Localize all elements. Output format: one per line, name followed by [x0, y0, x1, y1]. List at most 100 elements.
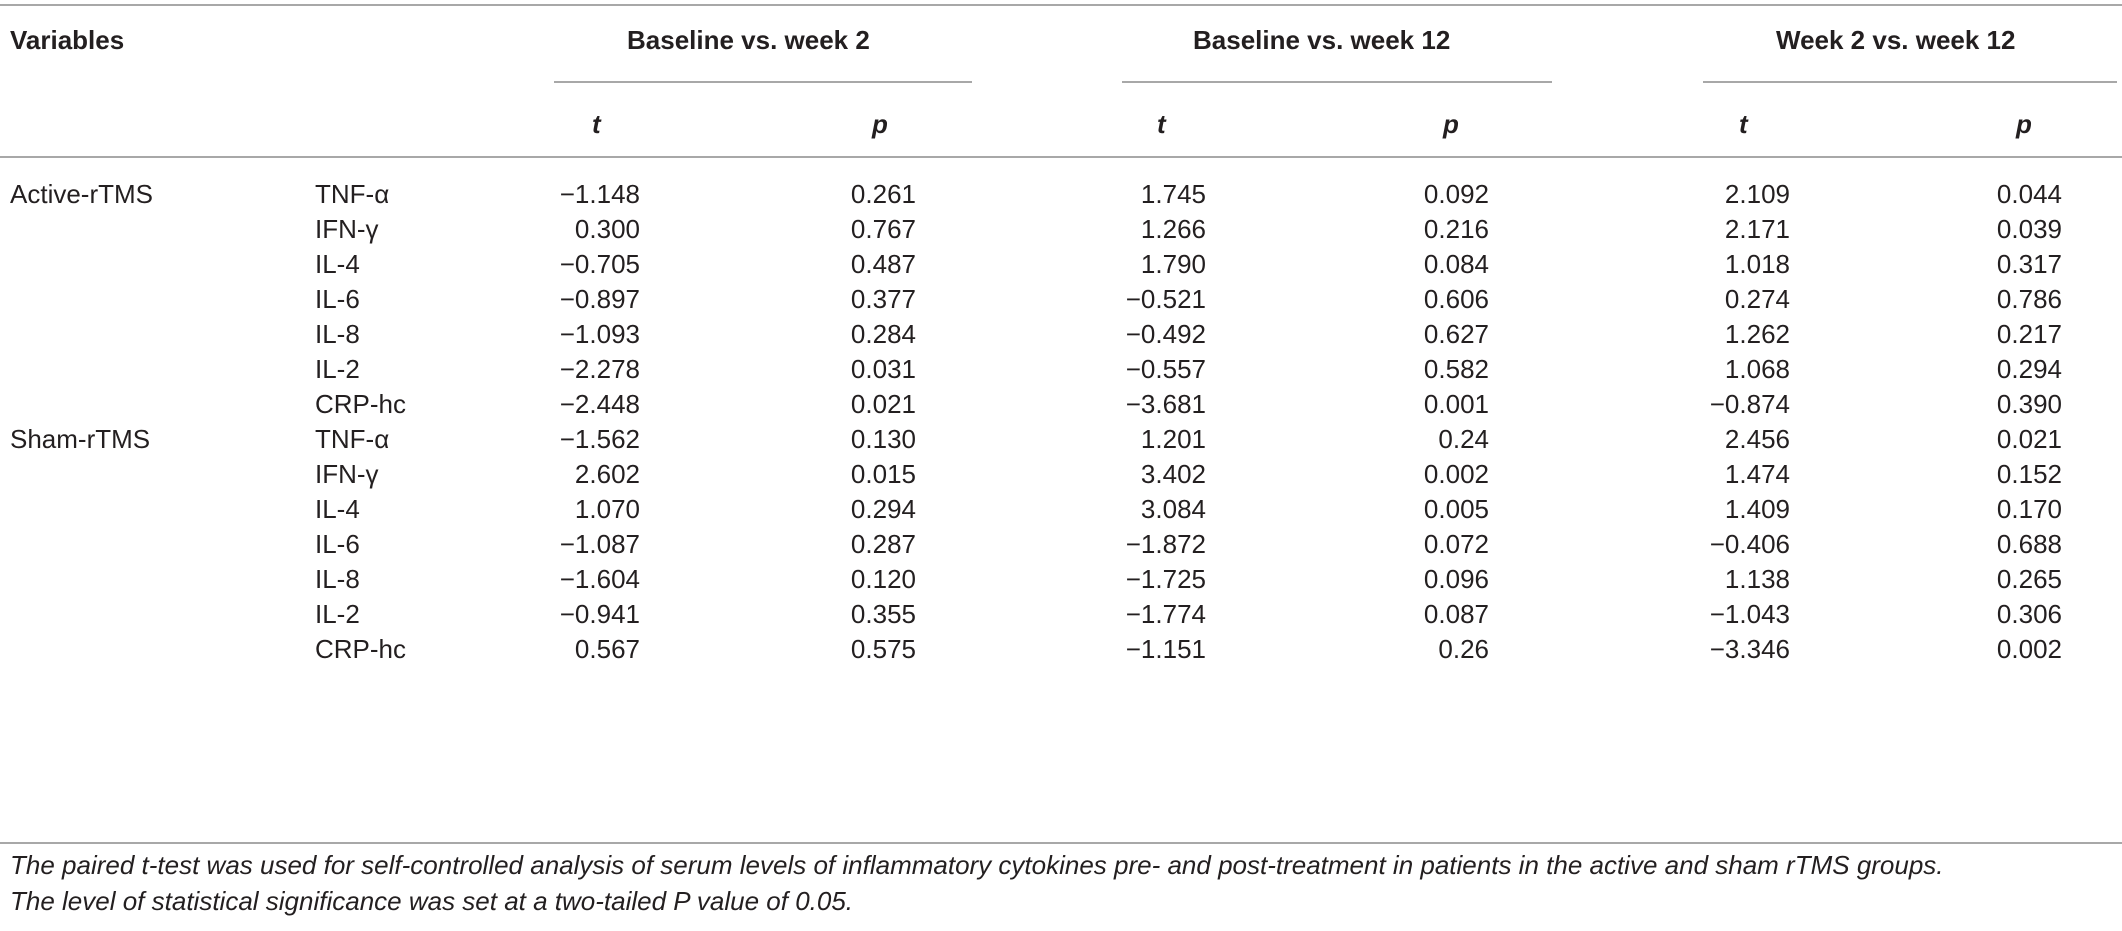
- cell-t-baseline-week2: −2.448: [559, 389, 640, 419]
- cell-p-baseline-week2: 0.015: [850, 459, 916, 489]
- cell-t-week2-week12: 2.171: [1724, 214, 1790, 244]
- cell-p-baseline-week2: 0.355: [850, 599, 916, 629]
- cell-p-week2-week12: 0.170: [1996, 494, 2062, 524]
- cell-t-baseline-week12: 1.201: [1140, 424, 1206, 454]
- cell-p-baseline-week12: 0.24: [1438, 424, 1489, 454]
- cell-t-week2-week12: 1.262: [1724, 319, 1790, 349]
- cell-p-baseline-week12: 0.005: [1423, 494, 1489, 524]
- cell-t-baseline-week2: 1.070: [574, 494, 640, 524]
- cell-p-baseline-week12: 0.096: [1423, 564, 1489, 594]
- group-rule-3: [1703, 81, 2117, 83]
- cell-p-baseline-week12: 0.072: [1423, 529, 1489, 559]
- variable-label: IL-2: [315, 599, 360, 629]
- cell-t-week2-week12: −0.406: [1709, 529, 1790, 559]
- cell-p-baseline-week12: 0.001: [1423, 389, 1489, 419]
- cell-p-baseline-week2: 0.377: [850, 284, 916, 314]
- cell-p-baseline-week12: 0.002: [1423, 459, 1489, 489]
- cell-p-week2-week12: 0.294: [1996, 354, 2062, 384]
- footnote-line-1: The paired t-test was used for self-cont…: [10, 850, 1944, 880]
- cell-p-week2-week12: 0.317: [1996, 249, 2062, 279]
- cell-t-baseline-week12: 3.084: [1140, 494, 1206, 524]
- footnote-line-2: The level of statistical significance wa…: [10, 886, 854, 916]
- variable-label: IL-6: [315, 284, 360, 314]
- cell-p-baseline-week12: 0.216: [1423, 214, 1489, 244]
- cell-t-baseline-week12: 3.402: [1140, 459, 1206, 489]
- cell-t-baseline-week2: −1.604: [559, 564, 640, 594]
- cell-t-week2-week12: 1.068: [1724, 354, 1790, 384]
- cell-t-baseline-week12: −1.725: [1125, 564, 1206, 594]
- cell-t-baseline-week2: −0.897: [559, 284, 640, 314]
- group-label: Sham-rTMS: [10, 424, 151, 454]
- cell-p-week2-week12: 0.265: [1996, 564, 2062, 594]
- group-label: Active-rTMS: [10, 179, 153, 209]
- group-rule-1: [554, 81, 972, 83]
- cell-p-baseline-week12: 0.627: [1423, 319, 1489, 349]
- cell-t-baseline-week12: −0.492: [1125, 319, 1206, 349]
- group-rule-2: [1122, 81, 1552, 83]
- cell-t-baseline-week2: 2.602: [574, 459, 640, 489]
- t-header-2: t: [1157, 109, 1166, 139]
- cell-p-week2-week12: 0.688: [1996, 529, 2062, 559]
- cell-t-baseline-week12: 1.790: [1140, 249, 1206, 279]
- cell-p-baseline-week2: 0.261: [850, 179, 916, 209]
- variable-label: IL-6: [315, 529, 360, 559]
- cell-p-baseline-week2: 0.031: [850, 354, 916, 384]
- cell-p-baseline-week12: 0.582: [1423, 354, 1489, 384]
- cell-t-week2-week12: 2.109: [1724, 179, 1790, 209]
- variable-label: IL-2: [315, 354, 360, 384]
- p-header-3: p: [2016, 109, 2032, 139]
- cell-t-week2-week12: 1.409: [1724, 494, 1790, 524]
- cell-t-baseline-week2: −0.705: [559, 249, 640, 279]
- cell-p-baseline-week12: 0.606: [1423, 284, 1489, 314]
- cell-p-week2-week12: 0.039: [1996, 214, 2062, 244]
- cell-p-baseline-week2: 0.021: [850, 389, 916, 419]
- cell-p-week2-week12: 0.390: [1996, 389, 2062, 419]
- cell-p-baseline-week2: 0.487: [850, 249, 916, 279]
- cell-t-baseline-week12: −3.681: [1125, 389, 1206, 419]
- cell-p-week2-week12: 0.786: [1996, 284, 2062, 314]
- cell-p-week2-week12: 0.044: [1996, 179, 2062, 209]
- variable-label: IL-8: [315, 319, 360, 349]
- cell-t-baseline-week2: 0.567: [574, 634, 640, 664]
- cell-p-week2-week12: 0.021: [1996, 424, 2062, 454]
- cell-p-baseline-week12: 0.087: [1423, 599, 1489, 629]
- cell-t-week2-week12: 1.474: [1724, 459, 1790, 489]
- cell-p-week2-week12: 0.152: [1996, 459, 2062, 489]
- p-header-1: p: [872, 109, 888, 139]
- cell-t-baseline-week2: −1.093: [559, 319, 640, 349]
- cell-t-baseline-week12: 1.745: [1140, 179, 1206, 209]
- p-header-2: p: [1443, 109, 1459, 139]
- variable-label: TNF-α: [315, 424, 390, 454]
- cell-t-baseline-week2: −1.148: [559, 179, 640, 209]
- cell-t-baseline-week2: −1.087: [559, 529, 640, 559]
- cell-p-week2-week12: 0.217: [1996, 319, 2062, 349]
- group-header-baseline-week12: Baseline vs. week 12: [1193, 25, 1451, 55]
- variable-label: IL-4: [315, 249, 360, 279]
- variables-header: Variables: [10, 25, 125, 55]
- variable-label: CRP-hc: [315, 389, 407, 419]
- variable-label: IL-8: [315, 564, 360, 594]
- cell-p-baseline-week2: 0.767: [850, 214, 916, 244]
- cell-t-week2-week12: −3.346: [1709, 634, 1790, 664]
- cell-t-week2-week12: 0.274: [1724, 284, 1790, 314]
- bottom-rule: [0, 842, 2122, 844]
- cell-t-baseline-week12: 1.266: [1140, 214, 1206, 244]
- t-header-3: t: [1739, 109, 1748, 139]
- cell-p-baseline-week12: 0.084: [1423, 249, 1489, 279]
- cell-t-baseline-week12: −1.151: [1125, 634, 1206, 664]
- group-header-week2-week12: Week 2 vs. week 12: [1776, 25, 2016, 55]
- cell-t-week2-week12: 2.456: [1724, 424, 1790, 454]
- cell-p-baseline-week2: 0.284: [850, 319, 916, 349]
- cell-p-baseline-week2: 0.287: [850, 529, 916, 559]
- cell-p-baseline-week12: 0.092: [1423, 179, 1489, 209]
- header-rule: [0, 156, 2122, 158]
- variable-label: CRP-hc: [315, 634, 407, 664]
- cell-t-week2-week12: −0.874: [1709, 389, 1790, 419]
- cell-p-baseline-week12: 0.26: [1438, 634, 1489, 664]
- cell-t-week2-week12: 1.018: [1724, 249, 1790, 279]
- variable-label: IFN-γ: [315, 214, 379, 244]
- cell-t-baseline-week12: −0.521: [1125, 284, 1206, 314]
- top-rule: [0, 4, 2122, 6]
- cell-p-baseline-week2: 0.130: [850, 424, 916, 454]
